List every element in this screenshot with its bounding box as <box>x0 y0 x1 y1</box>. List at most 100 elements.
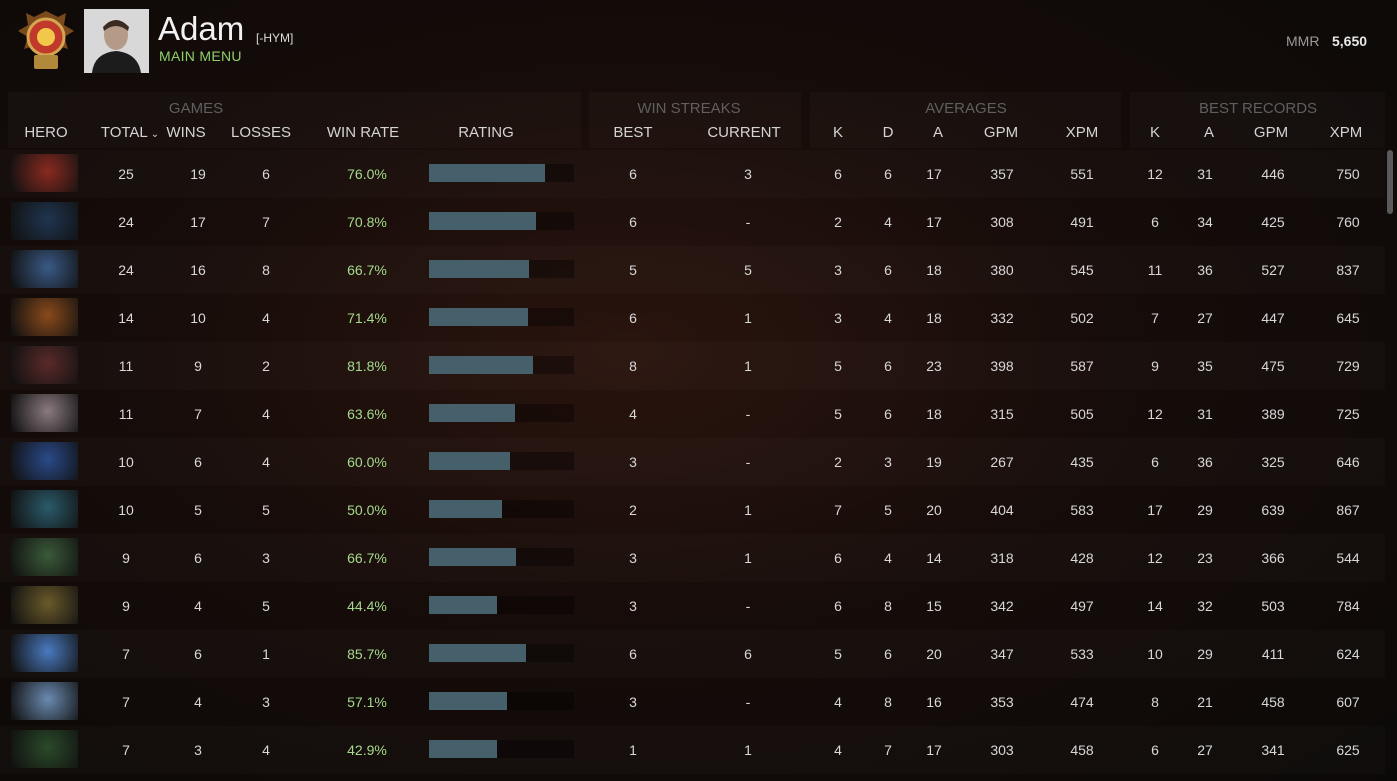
record-kills-cell: 17 <box>1147 502 1163 518</box>
table-row[interactable]: 10 5 5 50.0% 2 1 7 5 20 404 583 17 29 639 867 <box>0 486 1385 534</box>
record-kills-cell: 10 <box>1147 646 1163 662</box>
column-header-total[interactable]: TOTAL ⌄ <box>96 124 164 141</box>
record-assists-cell: 34 <box>1197 214 1213 230</box>
avg-deaths-cell: 6 <box>884 358 892 374</box>
avg-gpm-cell: 315 <box>990 406 1014 422</box>
column-header-avg-xpm[interactable]: XPM <box>1065 124 1099 141</box>
avg-assists-cell: 18 <box>926 262 942 278</box>
hero-portrait-icon[interactable] <box>11 442 78 480</box>
avg-xpm-cell: 428 <box>1070 550 1094 566</box>
table-row[interactable]: 11 7 4 63.6% 4 - 5 6 18 315 505 12 31 389 725 <box>0 390 1385 438</box>
losses-cell: 4 <box>262 406 270 422</box>
losses-cell: 7 <box>262 214 270 230</box>
table-row[interactable]: 7 6 1 85.7% 6 6 5 6 20 347 533 10 29 411 624 <box>0 630 1385 678</box>
column-header-losses[interactable]: LOSSES <box>230 124 292 141</box>
losses-cell: 5 <box>262 502 270 518</box>
total-cell: 9 <box>122 598 130 614</box>
record-assists-cell: 23 <box>1197 550 1213 566</box>
avg-gpm-cell: 404 <box>990 502 1014 518</box>
rank-medal-icon[interactable] <box>14 9 78 75</box>
hero-portrait-icon[interactable] <box>11 394 78 432</box>
column-header-avg-deaths[interactable]: D <box>882 124 894 141</box>
column-header-wins[interactable]: WINS <box>166 124 206 141</box>
chevron-down-icon: ⌄ <box>150 129 160 140</box>
avg-deaths-cell: 3 <box>884 454 892 470</box>
column-header-total-label: TOTAL <box>100 124 148 141</box>
best-streak-cell: 4 <box>629 406 637 422</box>
clan-tag: [-HYM] <box>256 31 294 45</box>
table-row[interactable]: 24 17 7 70.8% 6-2 4 17 308 491 6 34 425 760 <box>0 198 1385 246</box>
rating-bar <box>429 260 574 278</box>
table-row[interactable]: 7 4 3 57.1% 3 - 4 8 16 353 474 8 21 458 607 <box>0 678 1385 726</box>
table-row[interactable]: 24 16 8 66.7% 5 5 3 6 18 380 545 11 36 527 837 <box>0 246 1385 294</box>
hero-portrait-icon[interactable] <box>11 298 78 336</box>
table-row[interactable]: 7 3 4 42.9% 1 1 4 7 17 303 458 6 27 341 625 <box>0 726 1385 774</box>
hero-portrait-icon[interactable] <box>11 634 78 672</box>
rating-bar <box>429 452 574 470</box>
avg-gpm-cell: 380 <box>990 262 1014 278</box>
best-streak-cell: 2 <box>629 502 637 518</box>
scrollbar[interactable] <box>1387 150 1393 214</box>
hero-portrait-icon[interactable] <box>11 682 78 720</box>
win-rate-cell: 57.1% <box>347 694 387 710</box>
hero-portrait-icon[interactable] <box>11 538 78 576</box>
hero-portrait-icon[interactable] <box>11 202 78 240</box>
column-header-win-rate[interactable]: WIN RATE <box>326 124 400 141</box>
avatar[interactable] <box>84 9 149 73</box>
hero-portrait-icon[interactable] <box>11 154 78 192</box>
column-header-avg-assists[interactable]: A <box>932 124 943 141</box>
avg-gpm-cell: 398 <box>990 358 1014 374</box>
avg-kills-cell: 4 <box>834 694 842 710</box>
hero-portrait-icon[interactable] <box>11 250 78 288</box>
table-row[interactable]: 10 6 4 60.0% 3 - 2 3 19 267 435 6 36 325 646 <box>0 438 1385 486</box>
table-row[interactable]: 9 4 5 44.4% 3 - 6 8 15 342 497 14 32 503 784 <box>0 582 1385 630</box>
column-header-record-assists[interactable]: A <box>1203 124 1214 141</box>
current-streak-cell: - <box>745 454 751 470</box>
column-header-best-streak[interactable]: BEST <box>613 124 653 141</box>
avg-xpm-cell: 497 <box>1070 598 1094 614</box>
wins-cell: 4 <box>194 694 202 710</box>
table-row[interactable]: 11 9 2 81.8% 8 1 5 6 23 398 587 9 35 475 729 <box>0 342 1385 390</box>
avg-xpm-cell: 587 <box>1070 358 1094 374</box>
current-streak-cell: - <box>745 406 751 422</box>
total-cell: 7 <box>122 742 130 758</box>
total-cell: 7 <box>122 646 130 662</box>
table-row[interactable]: 9 6 3 66.7% 3 1 6 4 14 318 428 12 23 366 544 <box>0 534 1385 582</box>
column-header-avg-kills[interactable]: K <box>832 124 843 141</box>
avg-assists-cell: 19 <box>926 454 942 470</box>
column-header-avg-gpm[interactable]: GPM <box>983 124 1019 141</box>
column-header-record-kills[interactable]: K <box>1149 124 1160 141</box>
avg-kills-cell: 6 <box>834 550 842 566</box>
record-xpm-cell: 867 <box>1336 502 1360 518</box>
hero-portrait-icon[interactable] <box>11 490 78 528</box>
best-streak-cell: 6 <box>629 166 637 182</box>
wins-cell: 6 <box>194 550 202 566</box>
table-row[interactable]: 14 10 4 71.4% 6 1 3 4 18 332 502 7 27 447 645 <box>0 294 1385 342</box>
hero-portrait-icon[interactable] <box>11 586 78 624</box>
column-header-record-xpm[interactable]: XPM <box>1329 124 1363 141</box>
losses-cell: 5 <box>262 598 270 614</box>
best-streak-cell: 6 <box>629 214 637 230</box>
win-streaks-group-label: WIN STREAKS <box>637 100 741 117</box>
column-header-current-streak[interactable]: CURRENT <box>707 124 781 141</box>
column-header-hero[interactable]: HERO <box>24 124 68 141</box>
avg-xpm-cell: 505 <box>1070 406 1094 422</box>
table-row[interactable]: 25 19 6 76.0% 6 3 6 6 17 357 551 12 31 446 750 <box>0 150 1385 198</box>
rating-bar-fill <box>429 740 498 758</box>
column-header-record-gpm[interactable]: GPM <box>1253 124 1289 141</box>
hero-portrait-icon[interactable] <box>11 346 78 384</box>
record-xpm-cell: 760 <box>1336 214 1360 230</box>
win-rate-cell: 63.6% <box>347 406 387 422</box>
mmr-value: 5,650 <box>1332 33 1368 49</box>
avg-xpm-cell: 458 <box>1070 742 1094 758</box>
rating-bar-fill <box>429 644 527 662</box>
best-streak-cell: 8 <box>629 358 637 374</box>
avg-xpm-cell: 474 <box>1070 694 1094 710</box>
wins-cell: 3 <box>194 742 202 758</box>
record-assists-cell: 29 <box>1197 502 1213 518</box>
record-gpm-cell: 389 <box>1261 406 1285 422</box>
hero-portrait-icon[interactable] <box>11 730 78 768</box>
column-header-rating[interactable]: RATING <box>458 124 514 141</box>
record-assists-cell: 27 <box>1197 310 1213 326</box>
avg-kills-cell: 6 <box>834 598 842 614</box>
